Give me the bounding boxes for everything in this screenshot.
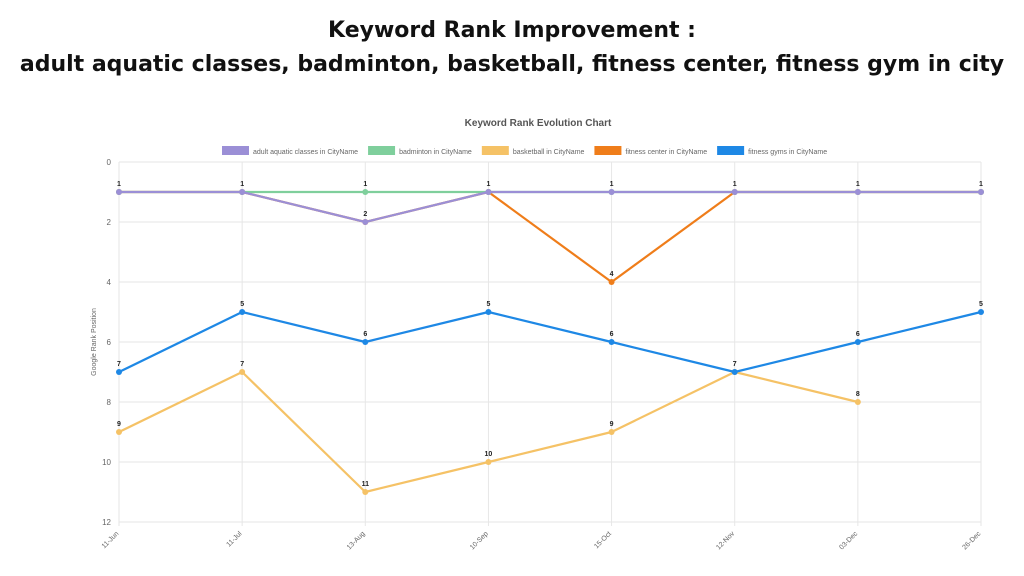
series-point (731, 189, 738, 195)
x-tick-label: 13-Aug (346, 530, 367, 551)
series-point (854, 189, 861, 195)
legend-swatch (717, 146, 745, 155)
series-point (854, 399, 861, 405)
chart-series (116, 189, 984, 495)
series-point (116, 189, 122, 195)
data-label: 1 (733, 181, 737, 188)
data-label: 6 (610, 331, 614, 338)
series-point (116, 429, 122, 435)
series-line (118, 310, 982, 374)
series-point (485, 459, 492, 465)
data-label: 7 (733, 361, 737, 368)
series-point (978, 189, 984, 195)
series-point (485, 189, 492, 195)
chart-title: Keyword Rank Evolution Chart (465, 118, 612, 129)
data-label: 6 (856, 331, 860, 338)
data-label: 5 (979, 301, 983, 308)
series-point (362, 219, 369, 225)
data-label: 8 (856, 391, 860, 398)
data-label: 7 (240, 361, 244, 368)
data-label: 1 (240, 181, 244, 188)
series-point (854, 339, 861, 345)
y-tick-label: 4 (107, 278, 112, 287)
legend-swatch (594, 146, 622, 155)
series-point (608, 339, 615, 345)
y-tick-label: 6 (107, 338, 112, 347)
legend-label: adult aquatic classes in CityName (253, 149, 358, 156)
legend-label: badminton in CityName (399, 149, 472, 156)
page-headline-line-1: Keyword Rank Improvement : (328, 18, 696, 43)
series-point (608, 189, 615, 195)
legend-label: fitness gyms in CityName (748, 149, 827, 156)
data-label: 2 (363, 211, 367, 218)
x-tick-label: 12-Nov (715, 530, 736, 551)
x-tick-label: 26-Dec (961, 530, 982, 551)
legend-label: basketball in CityName (513, 149, 585, 156)
data-label: 9 (117, 421, 121, 428)
data-label: 6 (363, 331, 367, 338)
page-headline-line-2: adult aquatic classes, badminton, basket… (19, 52, 1005, 77)
y-tick-label: 8 (107, 398, 112, 407)
series-point (731, 369, 738, 375)
series-point (608, 429, 615, 435)
series-point (239, 189, 246, 195)
series-point (116, 369, 122, 375)
x-tick-label: 11-Jul (225, 530, 243, 548)
series-point (608, 279, 615, 285)
legend-swatch (368, 146, 396, 155)
y-tick-label: 2 (107, 218, 112, 227)
chart-legend: adult aquatic classes in CityName badmint… (222, 146, 827, 156)
data-label: 1 (979, 181, 983, 188)
x-tick-label: 15-Oct (593, 530, 613, 550)
series-point (362, 339, 369, 345)
data-label: 10 (485, 451, 493, 458)
series-point (362, 489, 369, 495)
series-line (119, 190, 981, 284)
data-label: 4 (610, 271, 614, 278)
y-axis-label: Google Rank Position (91, 308, 98, 376)
x-tick-label: 10-Sep (469, 530, 490, 551)
series-point (239, 309, 246, 315)
series-point (485, 309, 492, 315)
y-tick-label: 0 (107, 158, 112, 167)
x-tick-label: 11-Jun (101, 530, 121, 550)
data-label: 1 (856, 181, 860, 188)
data-label: 1 (363, 181, 367, 188)
legend-swatch (481, 146, 509, 155)
legend-swatch (222, 146, 249, 155)
series-point (978, 309, 984, 315)
y-tick-label: 12 (102, 518, 111, 527)
data-label: 1 (486, 181, 490, 188)
data-label: 5 (486, 301, 490, 308)
data-label: 1 (610, 181, 614, 188)
data-label: 9 (610, 421, 614, 428)
data-label: 1 (117, 181, 121, 188)
y-tick-label: 10 (102, 458, 111, 467)
legend-label: fitness center in CityName (625, 149, 707, 156)
data-label: 7 (117, 361, 121, 368)
series-point (362, 189, 369, 195)
data-label: 11 (362, 481, 370, 488)
series-line (119, 190, 981, 224)
data-label: 5 (240, 301, 244, 308)
x-tick-label: 03-Dec (838, 530, 859, 551)
series-point (239, 369, 246, 375)
